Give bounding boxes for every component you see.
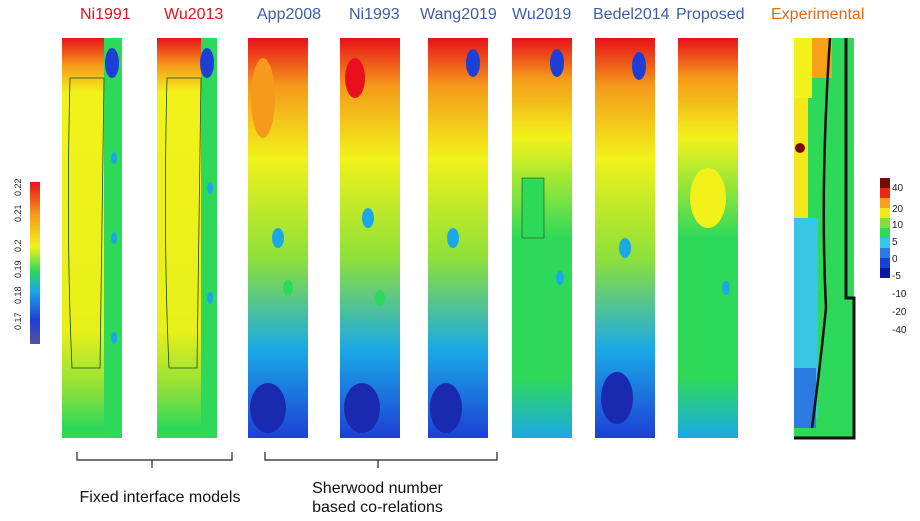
- column-title-ni1991: Ni1991: [80, 6, 131, 23]
- right-colorbar-tick: 5: [892, 237, 898, 248]
- contour-panel-bedel2014: [595, 38, 655, 438]
- left-colorbar-tick: 0.17: [13, 312, 23, 330]
- bracket-sherwood: [264, 452, 498, 468]
- right-colorbar-bin: [880, 258, 890, 268]
- right-colorbar-tick: 20: [892, 204, 904, 215]
- right-colorbar-bin: [880, 228, 890, 238]
- right-colorbar-bin: [880, 268, 890, 278]
- column-title-proposed: Proposed: [676, 6, 745, 23]
- right-colorbar-bin: [880, 198, 890, 208]
- left-colorbar-tick: 0.21: [13, 204, 23, 222]
- contour-panel-app2008: [248, 38, 308, 438]
- right-colorbar-bin: [880, 208, 890, 218]
- right-colorbar-tick: 10: [892, 220, 904, 231]
- column-title-bedel2014: Bedel2014: [593, 6, 670, 23]
- contour-panel-wu2013: [157, 38, 217, 438]
- right-colorbar-bin: [880, 178, 890, 188]
- right-colorbar-tick: -5: [892, 271, 901, 282]
- column-title-wang2019: Wang2019: [420, 6, 497, 23]
- left-colorbar-tick: 0.19: [13, 260, 23, 278]
- column-title-app2008: App2008: [257, 6, 322, 23]
- right-colorbar-bin: [880, 248, 890, 258]
- contour-panel-ni1993: [340, 38, 400, 438]
- right-colorbar-bin: [880, 218, 890, 228]
- left-colorbar-gradient: [30, 182, 40, 344]
- left-colorbar: [30, 182, 40, 344]
- right-colorbar-tick: -10: [892, 289, 907, 300]
- bracket-fixed-interface: [76, 452, 233, 468]
- column-title-wu2019: Wu2019: [512, 6, 572, 23]
- contour-panel-ni1991: [62, 38, 122, 438]
- contour-panel-wu2019: [512, 38, 572, 438]
- right-colorbar-tick: 0: [892, 254, 898, 265]
- right-colorbar-tick: 40: [892, 183, 904, 194]
- group-brackets: [76, 452, 498, 468]
- right-colorbar-bin: [880, 188, 890, 198]
- left-colorbar-tick: 0.2: [13, 239, 23, 252]
- right-colorbar-tick: -40: [892, 325, 907, 336]
- group-label-fixed-interface: Fixed interface models: [79, 489, 241, 506]
- column-title-ni1993: Ni1993: [349, 6, 400, 23]
- right-colorbar-bin: [880, 238, 890, 248]
- left-colorbar-tick: 0.18: [13, 286, 23, 304]
- contour-panel-experimental: [790, 37, 860, 440]
- contour-panel-proposed: [678, 38, 738, 438]
- group-label-sherwood: Sherwood number based co-relations: [312, 480, 443, 516]
- left-colorbar-tick: 0.22: [13, 178, 23, 196]
- column-title-wu2013: Wu2013: [164, 6, 224, 23]
- right-colorbar: [880, 178, 890, 278]
- right-colorbar-tick: -20: [892, 307, 907, 318]
- column-title-experimental: Experimental: [771, 6, 865, 23]
- contour-panel-wang2019: [428, 38, 488, 438]
